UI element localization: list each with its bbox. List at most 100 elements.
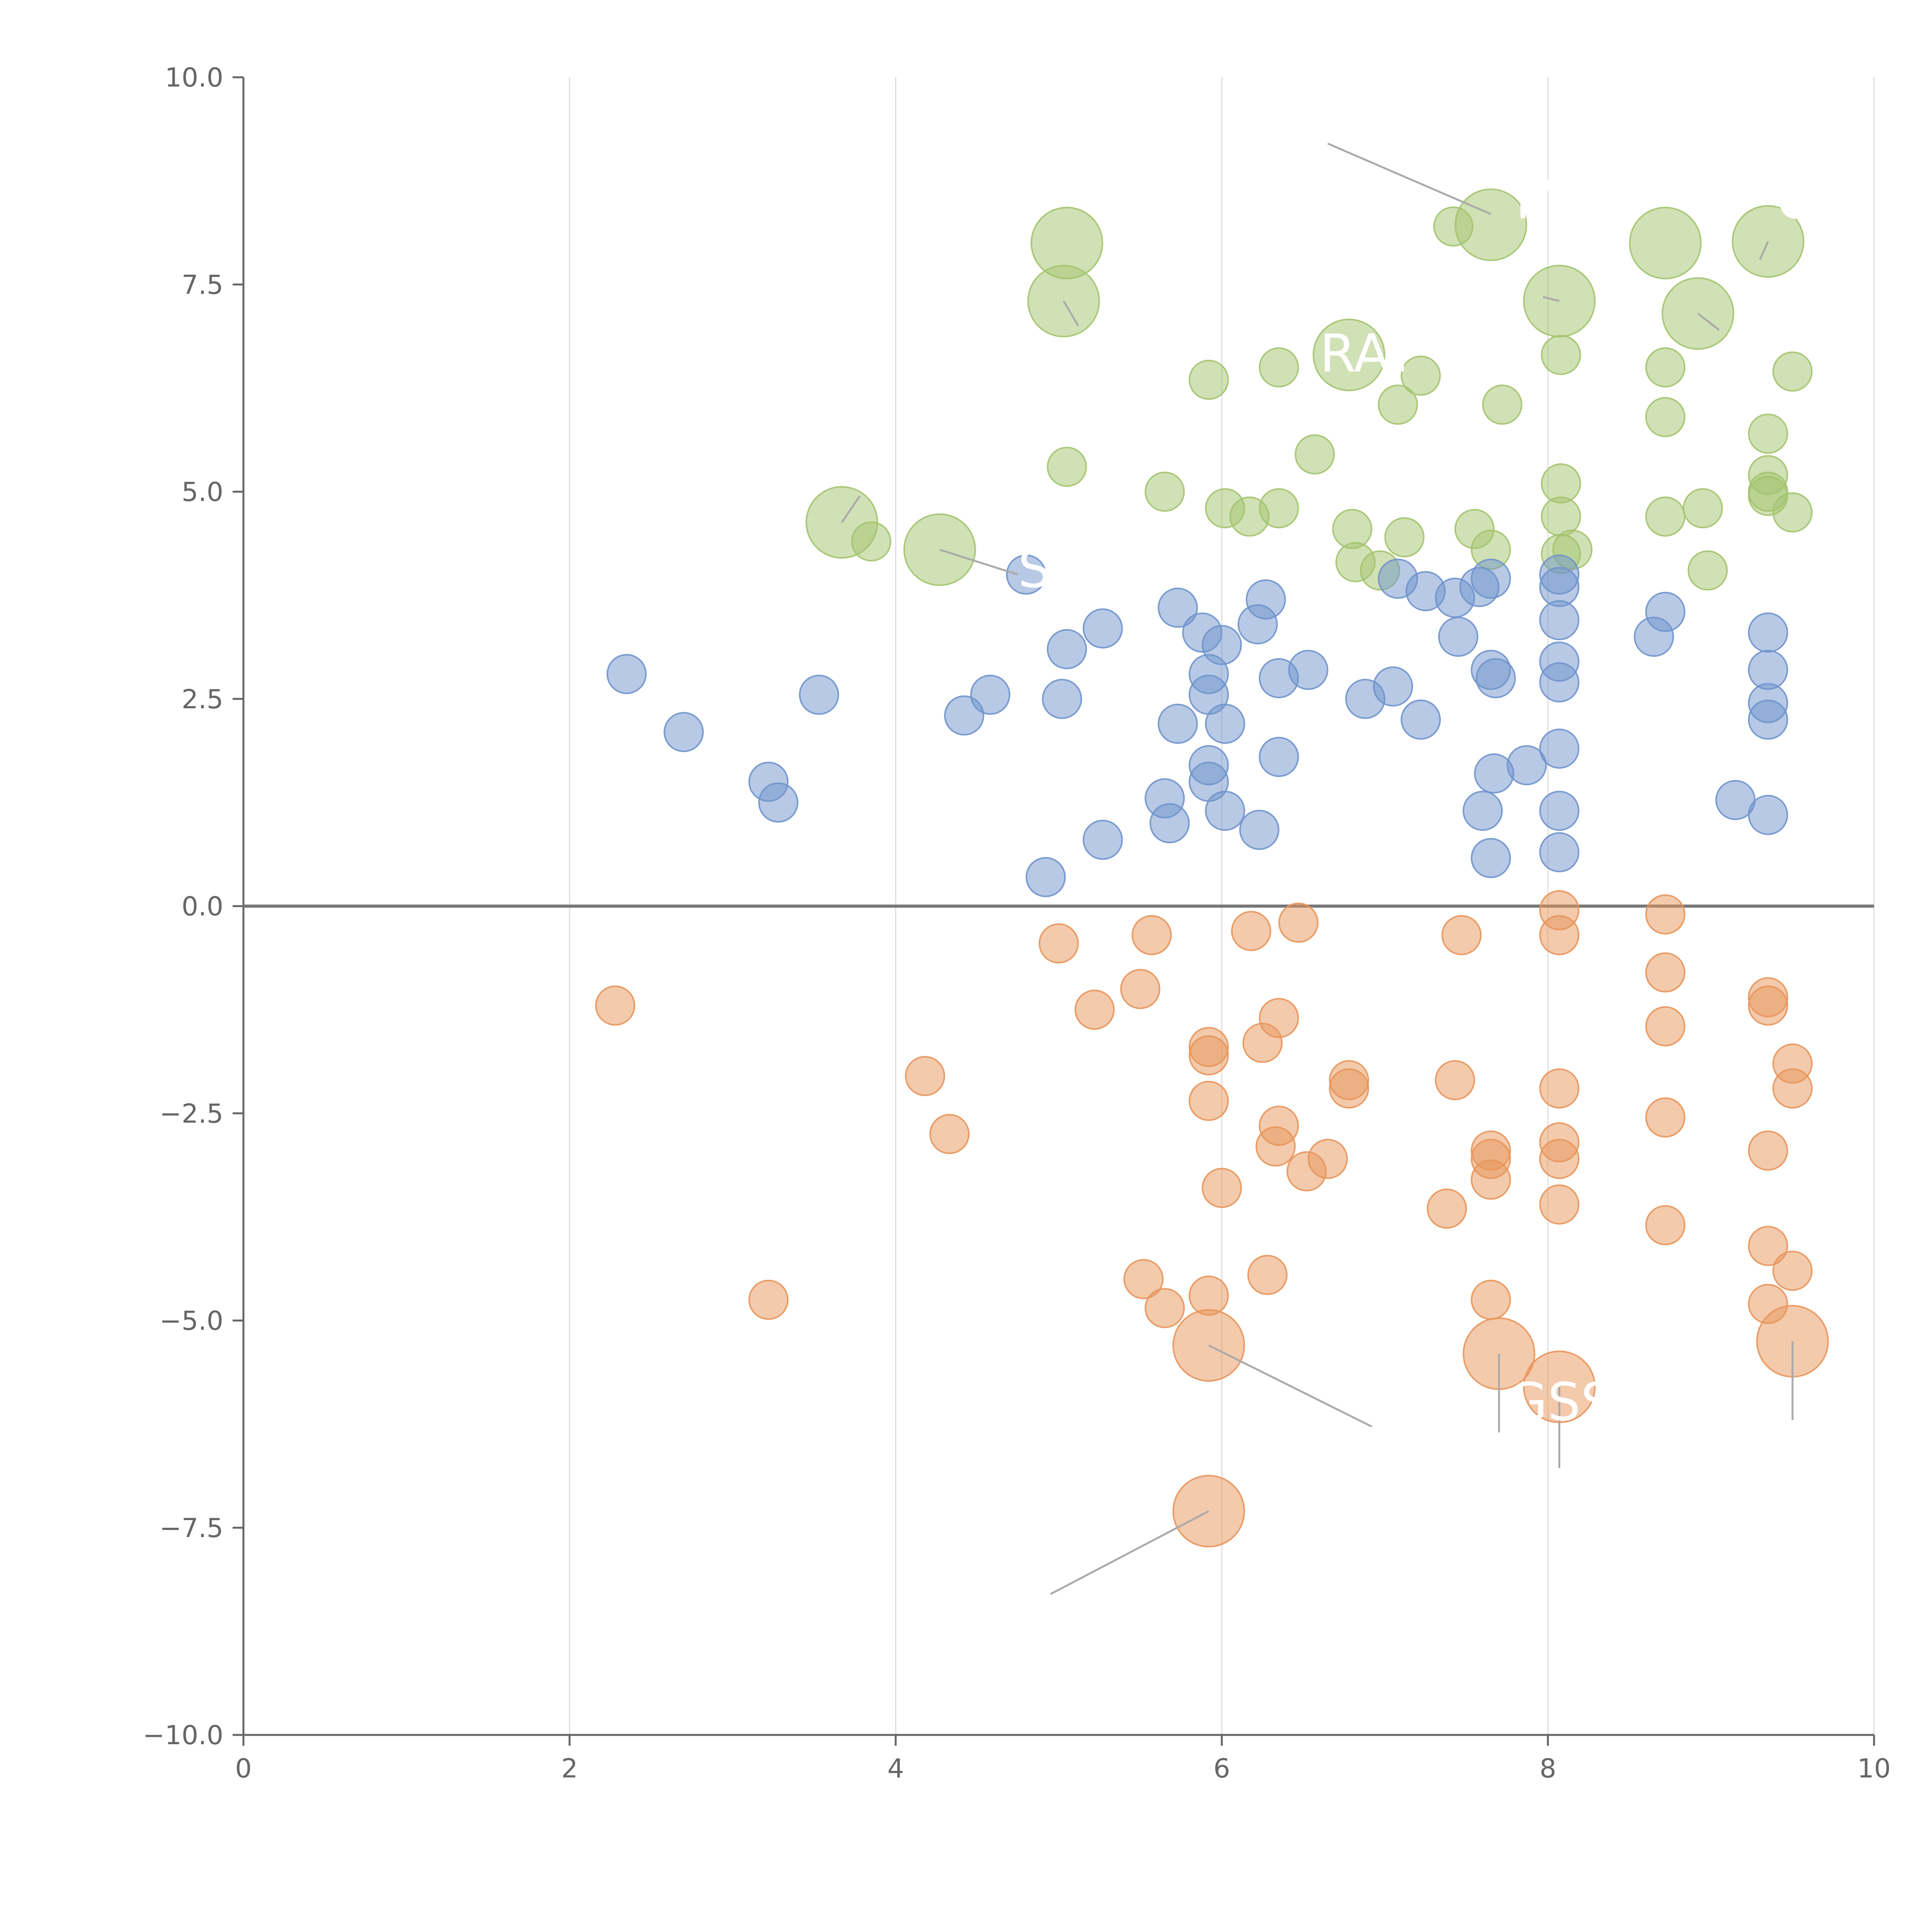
y-tick-label: 7.5 xyxy=(182,270,223,300)
annotation-label: SP xyxy=(1018,539,1083,599)
data-point xyxy=(1645,397,1685,437)
leader-lines xyxy=(841,241,1794,1595)
y-tick-label: 10.0 xyxy=(165,63,223,93)
y-ticks: −10.0 −7.5 −5.0 −2.5 0.0 2.5 5.0 7.5 10.0 xyxy=(143,63,243,1751)
data-point xyxy=(1031,207,1104,279)
data-point xyxy=(663,712,704,752)
data-point xyxy=(1645,894,1685,935)
data-point xyxy=(1471,1279,1511,1320)
data-point xyxy=(1772,492,1813,533)
data-point xyxy=(1748,699,1788,740)
annotations: M RAY OV SP GSS xyxy=(939,143,1852,1432)
data-point xyxy=(1120,969,1160,1009)
data-point xyxy=(1475,658,1516,699)
data-point xyxy=(1082,608,1123,649)
data-point xyxy=(1541,335,1581,375)
data-point xyxy=(1259,1105,1299,1146)
data-point xyxy=(1082,820,1123,860)
data-point xyxy=(1539,1068,1580,1109)
data-point xyxy=(1259,347,1299,388)
annotation-line xyxy=(939,549,1019,576)
data-point xyxy=(1772,1068,1813,1109)
data-point xyxy=(1687,550,1728,591)
data-point xyxy=(1482,384,1522,425)
data-points xyxy=(595,188,1829,1548)
data-point xyxy=(1039,923,1079,964)
data-point xyxy=(1645,1006,1685,1047)
data-point xyxy=(1539,915,1580,956)
data-point xyxy=(1245,579,1286,620)
data-point xyxy=(1288,650,1328,690)
y-tick-label: −7.5 xyxy=(160,1513,223,1544)
data-point xyxy=(606,654,647,694)
data-point xyxy=(1463,791,1503,831)
data-point xyxy=(1259,488,1299,529)
data-point xyxy=(1006,554,1046,595)
data-point xyxy=(1748,795,1788,835)
data-point xyxy=(1384,517,1425,558)
data-point xyxy=(1145,471,1185,512)
x-tick-label: 0 xyxy=(235,1753,252,1784)
data-point xyxy=(1748,1226,1788,1266)
y-tick-label: 5.0 xyxy=(182,477,223,508)
data-point xyxy=(1131,915,1172,956)
data-point xyxy=(1748,1130,1788,1171)
data-point xyxy=(1202,625,1242,665)
leader-line xyxy=(1543,296,1560,302)
data-point xyxy=(748,1279,789,1320)
data-point xyxy=(1145,1288,1185,1328)
leader-line xyxy=(1050,1510,1209,1595)
data-point xyxy=(1772,351,1813,392)
annotation-line xyxy=(1327,143,1492,215)
data-point xyxy=(1329,1068,1369,1109)
leader-line xyxy=(1759,241,1769,260)
data-point xyxy=(1507,745,1547,786)
data-point xyxy=(1539,832,1580,872)
data-point xyxy=(1074,990,1115,1030)
data-point xyxy=(1645,592,1685,632)
leader-line xyxy=(1208,1344,1372,1428)
data-point xyxy=(1205,791,1245,831)
y-tick-label: −5.0 xyxy=(160,1306,223,1337)
data-point xyxy=(1682,488,1723,529)
y-tick-label: 0.0 xyxy=(182,891,223,922)
y-tick-label: −10.0 xyxy=(143,1720,223,1751)
data-point xyxy=(1239,810,1280,850)
data-point xyxy=(1400,699,1441,740)
data-point xyxy=(1539,791,1580,831)
x-tick-label: 10 xyxy=(1857,1753,1891,1784)
data-point xyxy=(1748,612,1788,653)
data-point xyxy=(1308,1139,1348,1179)
x-tick-label: 8 xyxy=(1539,1753,1556,1784)
x-tick-label: 4 xyxy=(887,1753,904,1784)
data-point xyxy=(1539,728,1580,769)
data-point xyxy=(1158,587,1198,628)
data-point xyxy=(1047,447,1087,487)
data-point xyxy=(1471,1159,1511,1200)
data-point xyxy=(1205,704,1245,744)
data-point xyxy=(905,1056,945,1096)
data-point xyxy=(1471,558,1511,599)
data-point xyxy=(1158,704,1198,744)
data-point xyxy=(1539,1184,1580,1225)
data-point xyxy=(1026,857,1066,897)
leader-line xyxy=(1063,300,1079,327)
data-point xyxy=(1645,1097,1685,1138)
annotation-label: GSS xyxy=(1507,1372,1614,1432)
data-point xyxy=(1189,1081,1229,1121)
annotation-label: M xyxy=(1515,170,1560,231)
data-point xyxy=(929,1114,970,1154)
annotation-label: OV xyxy=(1776,170,1852,231)
data-point xyxy=(1438,616,1478,657)
data-point xyxy=(1313,318,1386,391)
data-point xyxy=(1123,1259,1164,1299)
data-point xyxy=(1772,1250,1813,1291)
data-point xyxy=(1539,600,1580,640)
data-point xyxy=(1373,666,1413,707)
data-point xyxy=(1378,384,1418,425)
data-point xyxy=(1645,496,1685,537)
data-point xyxy=(1629,207,1702,279)
x-ticks: 0 2 4 6 8 10 xyxy=(235,1735,1891,1784)
data-point xyxy=(1541,463,1581,504)
data-point xyxy=(799,675,839,715)
